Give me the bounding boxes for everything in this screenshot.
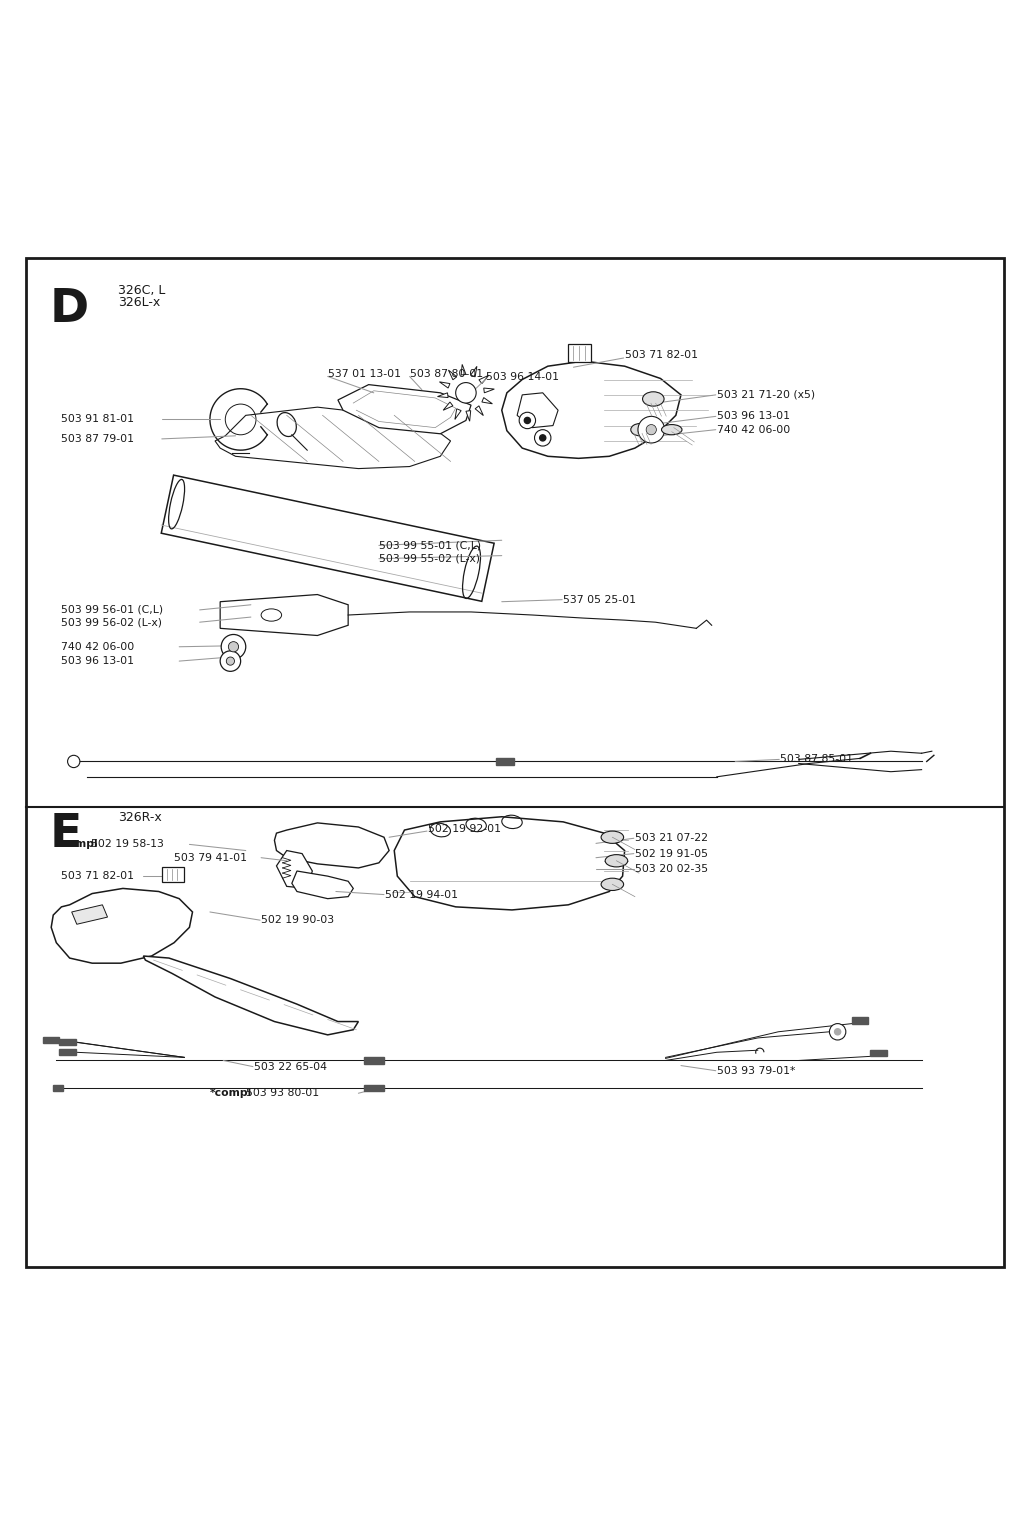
Text: *compl: *compl — [210, 1089, 252, 1098]
Text: D: D — [49, 287, 88, 333]
Polygon shape — [276, 851, 312, 889]
Bar — [43, 1037, 59, 1043]
Ellipse shape — [643, 392, 664, 406]
Polygon shape — [215, 408, 451, 469]
Text: 740 42 06-00: 740 42 06-00 — [61, 641, 135, 652]
Polygon shape — [449, 370, 457, 380]
Polygon shape — [482, 397, 493, 403]
Circle shape — [68, 756, 80, 768]
Text: 503 87 80-01: 503 87 80-01 — [410, 370, 482, 379]
Polygon shape — [274, 823, 389, 867]
Text: 503 96 13-01: 503 96 13-01 — [717, 411, 790, 421]
Text: 537 01 13-01: 537 01 13-01 — [328, 370, 400, 379]
Text: 326C, L: 326C, L — [118, 284, 165, 298]
Ellipse shape — [631, 423, 649, 435]
Text: 503 71 82-01: 503 71 82-01 — [61, 870, 134, 881]
Circle shape — [221, 635, 246, 660]
Circle shape — [646, 425, 656, 435]
Polygon shape — [220, 594, 348, 635]
Text: 326R-x: 326R-x — [118, 811, 162, 823]
Text: 503 71 82-01: 503 71 82-01 — [625, 350, 697, 360]
Text: 503 99 56-02 (L-x): 503 99 56-02 (L-x) — [61, 617, 163, 628]
Text: 503 99 55-01 (C,L): 503 99 55-01 (C,L) — [379, 541, 481, 550]
Circle shape — [220, 651, 241, 672]
Circle shape — [535, 429, 551, 446]
Polygon shape — [394, 817, 625, 910]
Polygon shape — [161, 475, 495, 602]
Polygon shape — [479, 376, 488, 383]
Polygon shape — [443, 402, 453, 411]
Circle shape — [228, 641, 239, 652]
Circle shape — [540, 435, 546, 441]
Bar — [53, 1086, 63, 1092]
Polygon shape — [292, 870, 353, 899]
Polygon shape — [72, 906, 108, 924]
Ellipse shape — [605, 855, 628, 867]
Bar — [568, 344, 591, 362]
Circle shape — [519, 412, 536, 429]
Text: 503 20 02-35: 503 20 02-35 — [635, 864, 708, 873]
Text: 503 21 07-22: 503 21 07-22 — [635, 834, 708, 843]
Text: 503 22 65-04: 503 22 65-04 — [254, 1061, 327, 1072]
Text: E: E — [49, 812, 82, 857]
Polygon shape — [475, 406, 483, 415]
Bar — [870, 1051, 887, 1057]
Polygon shape — [51, 889, 193, 964]
Text: 503 87 85-01: 503 87 85-01 — [780, 754, 853, 765]
Bar — [496, 759, 514, 765]
Circle shape — [835, 1029, 841, 1035]
Bar — [852, 1017, 868, 1023]
Ellipse shape — [662, 425, 682, 435]
Circle shape — [524, 417, 530, 423]
Text: 503 21 71-20 (x5): 503 21 71-20 (x5) — [717, 389, 815, 400]
Bar — [59, 1038, 76, 1044]
Text: 502 19 91-05: 502 19 91-05 — [635, 849, 708, 858]
Circle shape — [456, 383, 476, 403]
Polygon shape — [517, 392, 558, 428]
Polygon shape — [483, 388, 495, 392]
Circle shape — [638, 417, 665, 443]
Polygon shape — [439, 382, 450, 388]
Text: 740 42 06-00: 740 42 06-00 — [717, 425, 791, 435]
Text: 503 79 41-01: 503 79 41-01 — [174, 852, 247, 863]
Text: 503 91 81-01: 503 91 81-01 — [61, 414, 134, 425]
Circle shape — [829, 1023, 846, 1040]
Text: compl: compl — [61, 840, 98, 849]
Polygon shape — [471, 366, 477, 377]
Polygon shape — [466, 411, 471, 421]
Circle shape — [226, 657, 234, 666]
Polygon shape — [143, 956, 358, 1035]
Text: 503 99 55-02 (L-x): 503 99 55-02 (L-x) — [379, 554, 480, 563]
Polygon shape — [461, 365, 466, 376]
Bar — [59, 1049, 76, 1055]
Polygon shape — [455, 409, 461, 420]
Text: 503 93 80-01: 503 93 80-01 — [246, 1089, 318, 1098]
Polygon shape — [437, 392, 449, 397]
Text: 326L-x: 326L-x — [118, 296, 160, 308]
Text: 503 99 56-01 (C,L): 503 99 56-01 (C,L) — [61, 605, 164, 615]
Polygon shape — [502, 360, 681, 458]
Ellipse shape — [601, 831, 624, 843]
Text: 503 93 79-01*: 503 93 79-01* — [717, 1066, 796, 1075]
Text: 502 19 58-13: 502 19 58-13 — [91, 840, 164, 849]
Text: 503 87 79-01: 503 87 79-01 — [61, 434, 134, 444]
Ellipse shape — [601, 878, 624, 890]
Text: 537 05 25-01: 537 05 25-01 — [563, 594, 636, 605]
Text: 502 19 94-01: 502 19 94-01 — [385, 890, 458, 899]
Bar — [364, 1057, 384, 1063]
Bar — [162, 867, 184, 883]
Bar — [364, 1086, 384, 1092]
Polygon shape — [338, 385, 471, 434]
Text: 503 96 14-01: 503 96 14-01 — [486, 373, 559, 382]
Text: 503 96 13-01: 503 96 13-01 — [61, 657, 134, 666]
Text: 502 19 90-03: 502 19 90-03 — [261, 915, 334, 925]
Text: 502 19 92-01: 502 19 92-01 — [428, 825, 501, 834]
